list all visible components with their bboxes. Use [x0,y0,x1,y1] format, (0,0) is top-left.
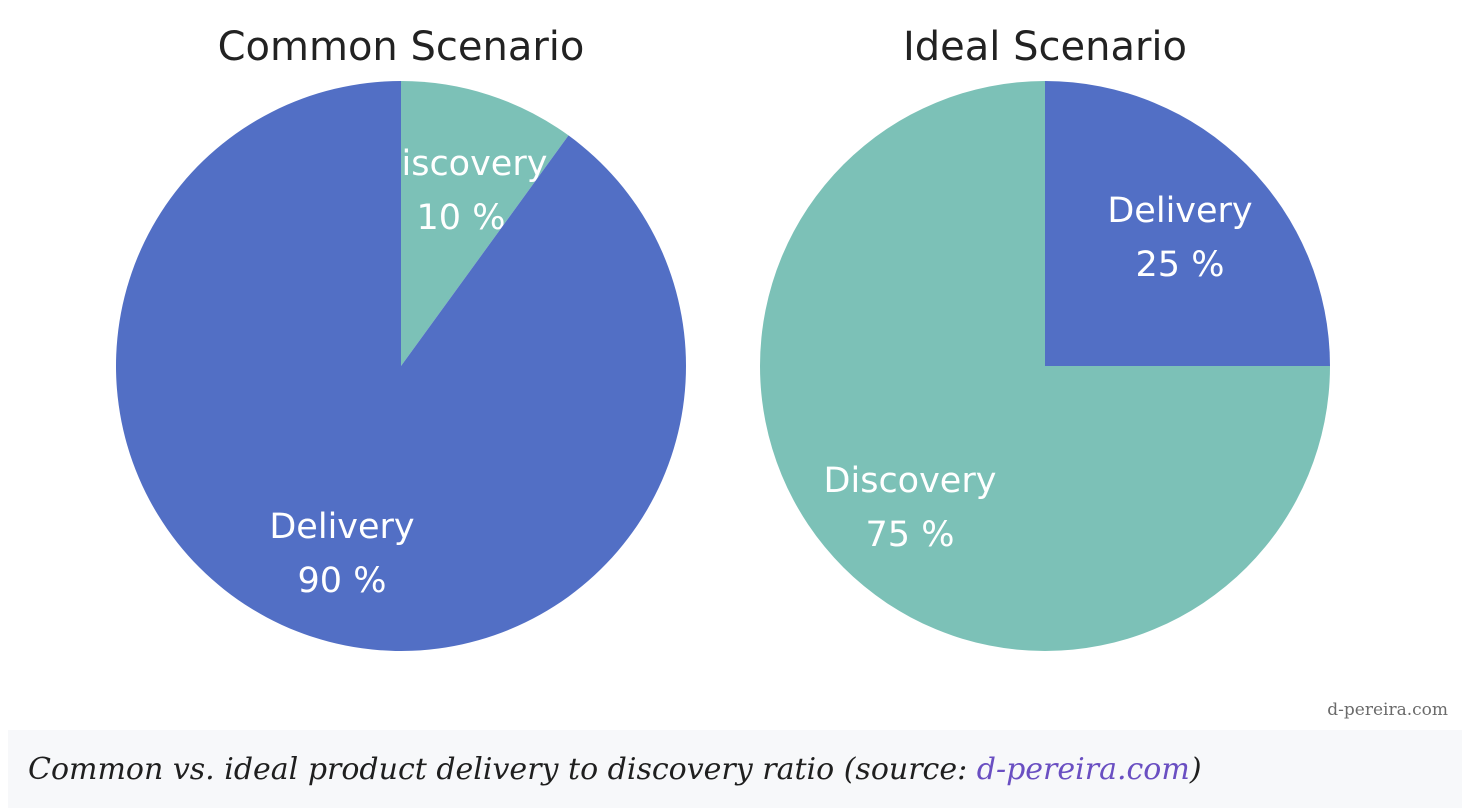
charts-svg: Common Scenario Discovery 10 % Delivery 90 %… [116,24,1330,651]
common-scenario-delivery-slice [116,81,687,651]
common-scenario-discovery-value-label: 10 % [417,198,506,238]
ideal-scenario-discovery-value-label: 75 % [866,515,955,555]
figure-caption: Common vs. ideal product delivery to dis… [28,752,1202,787]
common-scenario-delivery-label: Delivery [269,507,414,547]
caption-closing: ) [1189,751,1202,787]
ideal-scenario-delivery-label: Delivery [1107,191,1252,231]
common-scenario-discovery-label: Discovery [375,144,548,184]
ideal-scenario-delivery-value-label: 25 % [1136,245,1225,285]
source-watermark: d-pereira.com [1327,700,1448,720]
common-scenario-title: Common Scenario [218,24,585,70]
ideal-scenario-discovery-label: Discovery [824,461,997,501]
caption-bar: Common vs. ideal product delivery to dis… [8,730,1462,808]
ideal-scenario-title: Ideal Scenario [903,24,1187,70]
figure: Common Scenario Discovery 10 % Delivery 90 %… [116,24,1448,720]
common-scenario-pie-chart: Common Scenario Discovery 10 % Delivery 90 % [116,24,687,651]
ideal-scenario-delivery-slice [1045,81,1330,366]
common-scenario-delivery-value-label: 90 % [298,561,387,601]
ideal-scenario-discovery-slice [760,81,1330,651]
common-scenario-discovery-slice [401,81,569,366]
caption-source-link[interactable]: d-pereira.com [976,751,1190,787]
caption-text: Common vs. ideal product delivery to dis… [28,751,977,787]
ideal-scenario-pie-chart: Ideal Scenario Delivery 25 % Discovery 75 % [760,24,1330,651]
